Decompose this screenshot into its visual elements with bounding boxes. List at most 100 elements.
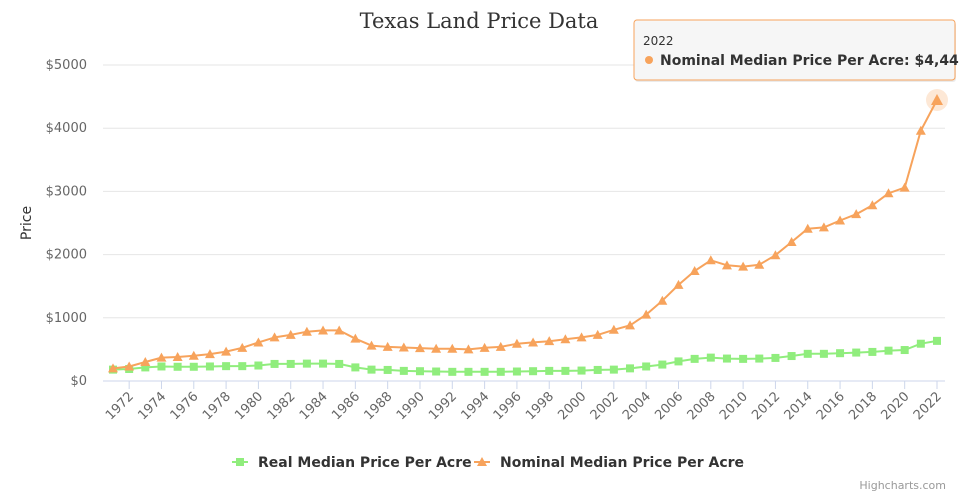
data-point-triangle[interactable] bbox=[108, 363, 118, 373]
data-point-triangle[interactable] bbox=[705, 255, 716, 265]
data-point-square[interactable] bbox=[593, 365, 602, 374]
data-point-square[interactable] bbox=[609, 365, 618, 374]
data-point-square[interactable] bbox=[803, 349, 812, 358]
data-point-triangle[interactable] bbox=[204, 349, 215, 359]
data-point-square[interactable] bbox=[496, 367, 505, 376]
data-point-square[interactable] bbox=[658, 360, 667, 369]
data-point-triangle[interactable] bbox=[835, 215, 846, 225]
data-point-triangle[interactable] bbox=[657, 295, 668, 305]
data-point-triangle[interactable] bbox=[754, 259, 765, 269]
data-point-square[interactable] bbox=[302, 359, 311, 368]
data-point-square[interactable] bbox=[755, 354, 764, 363]
legend[interactable]: Real Median Price Per Acre Nominal Median… bbox=[232, 455, 744, 471]
data-point-square[interactable] bbox=[448, 367, 457, 376]
data-point-square[interactable] bbox=[836, 349, 845, 358]
data-point-triangle[interactable] bbox=[608, 324, 619, 334]
data-point-triangle[interactable] bbox=[479, 342, 490, 352]
data-point-triangle[interactable] bbox=[188, 350, 199, 360]
data-point-square[interactable] bbox=[852, 348, 861, 357]
data-point-square[interactable] bbox=[222, 362, 231, 371]
data-point-triangle[interactable] bbox=[477, 457, 487, 466]
data-point-square[interactable] bbox=[545, 366, 554, 375]
data-point-square[interactable] bbox=[626, 364, 635, 373]
data-point-square[interactable] bbox=[141, 363, 150, 372]
data-point-square[interactable] bbox=[690, 354, 699, 363]
data-point-square[interactable] bbox=[577, 366, 586, 375]
data-point-triangle[interactable] bbox=[447, 343, 458, 353]
data-point-triangle[interactable] bbox=[350, 333, 361, 343]
data-point-square[interactable] bbox=[335, 359, 344, 368]
data-point-square[interactable] bbox=[399, 366, 408, 375]
data-point-square[interactable] bbox=[529, 367, 538, 376]
data-point-triangle[interactable] bbox=[770, 250, 781, 260]
data-point-square[interactable] bbox=[884, 346, 893, 355]
data-point-triangle[interactable] bbox=[285, 329, 296, 339]
data-point-square[interactable] bbox=[916, 339, 925, 348]
data-point-triangle[interactable] bbox=[625, 320, 636, 330]
data-point-triangle[interactable] bbox=[431, 343, 442, 353]
data-point-triangle[interactable] bbox=[738, 261, 749, 271]
data-point-triangle[interactable] bbox=[414, 343, 425, 353]
data-point-square[interactable] bbox=[819, 349, 828, 358]
data-point-triangle[interactable] bbox=[124, 361, 135, 371]
series-line[interactable] bbox=[112, 99, 938, 370]
data-point-square[interactable] bbox=[351, 363, 360, 372]
data-point-square[interactable] bbox=[383, 365, 392, 374]
series-line[interactable] bbox=[112, 339, 938, 373]
data-point-triangle[interactable] bbox=[721, 260, 732, 270]
data-point-triangle[interactable] bbox=[592, 329, 603, 339]
data-point-triangle[interactable] bbox=[915, 125, 926, 135]
data-point-triangle[interactable] bbox=[867, 200, 878, 210]
data-point-triangle[interactable] bbox=[511, 338, 522, 348]
data-point-triangle[interactable] bbox=[544, 336, 555, 346]
data-point-triangle[interactable] bbox=[495, 341, 506, 351]
data-point-square[interactable] bbox=[561, 366, 570, 375]
data-point-triangle[interactable] bbox=[253, 337, 264, 347]
data-point-triangle[interactable] bbox=[899, 182, 910, 192]
data-point-square[interactable] bbox=[706, 353, 715, 362]
data-point-triangle[interactable] bbox=[786, 236, 797, 246]
data-point-triangle[interactable] bbox=[172, 351, 183, 361]
data-point-triangle[interactable] bbox=[641, 309, 652, 319]
data-point-square[interactable] bbox=[189, 362, 198, 371]
data-point-square[interactable] bbox=[270, 359, 279, 368]
data-point-triangle[interactable] bbox=[818, 222, 829, 232]
data-point-square[interactable] bbox=[286, 359, 295, 368]
series-lines[interactable] bbox=[108, 89, 948, 376]
data-point-square[interactable] bbox=[771, 353, 780, 362]
data-point-square[interactable] bbox=[739, 354, 748, 363]
data-point-square[interactable] bbox=[868, 347, 877, 356]
data-point-triangle[interactable] bbox=[382, 341, 393, 351]
data-point-square[interactable] bbox=[367, 365, 376, 374]
data-point-triangle[interactable] bbox=[156, 352, 167, 362]
data-point-triangle[interactable] bbox=[673, 279, 684, 289]
data-point-square[interactable] bbox=[787, 352, 796, 361]
data-point-square[interactable] bbox=[157, 362, 166, 371]
data-point-square[interactable] bbox=[432, 367, 441, 376]
data-point-square[interactable] bbox=[933, 336, 941, 345]
data-point-triangle[interactable] bbox=[931, 94, 943, 106]
data-point-square[interactable] bbox=[415, 367, 424, 376]
data-point-square[interactable] bbox=[238, 362, 247, 371]
legend-item-nominal[interactable]: Nominal Median Price Per Acre bbox=[474, 455, 744, 471]
data-point-square[interactable] bbox=[464, 367, 473, 376]
data-point-triangle[interactable] bbox=[366, 340, 377, 350]
data-point-triangle[interactable] bbox=[301, 326, 312, 336]
data-point-square[interactable] bbox=[480, 367, 489, 376]
data-point-square[interactable] bbox=[205, 362, 214, 371]
data-point-square[interactable] bbox=[642, 362, 651, 371]
data-point-triangle[interactable] bbox=[140, 357, 151, 367]
data-point-triangle[interactable] bbox=[463, 344, 474, 354]
data-point-triangle[interactable] bbox=[528, 337, 539, 347]
data-point-triangle[interactable] bbox=[560, 334, 571, 344]
data-point-square[interactable] bbox=[173, 362, 182, 371]
legend-item-real[interactable]: Real Median Price Per Acre bbox=[232, 455, 472, 471]
data-point-triangle[interactable] bbox=[883, 188, 894, 198]
data-point-triangle[interactable] bbox=[318, 325, 329, 335]
data-point-triangle[interactable] bbox=[802, 223, 813, 233]
series-nominal[interactable] bbox=[108, 95, 942, 373]
data-point-triangle[interactable] bbox=[576, 332, 587, 342]
data-point-triangle[interactable] bbox=[334, 325, 345, 335]
data-point-square[interactable] bbox=[674, 357, 683, 366]
data-point-square[interactable] bbox=[319, 359, 328, 368]
